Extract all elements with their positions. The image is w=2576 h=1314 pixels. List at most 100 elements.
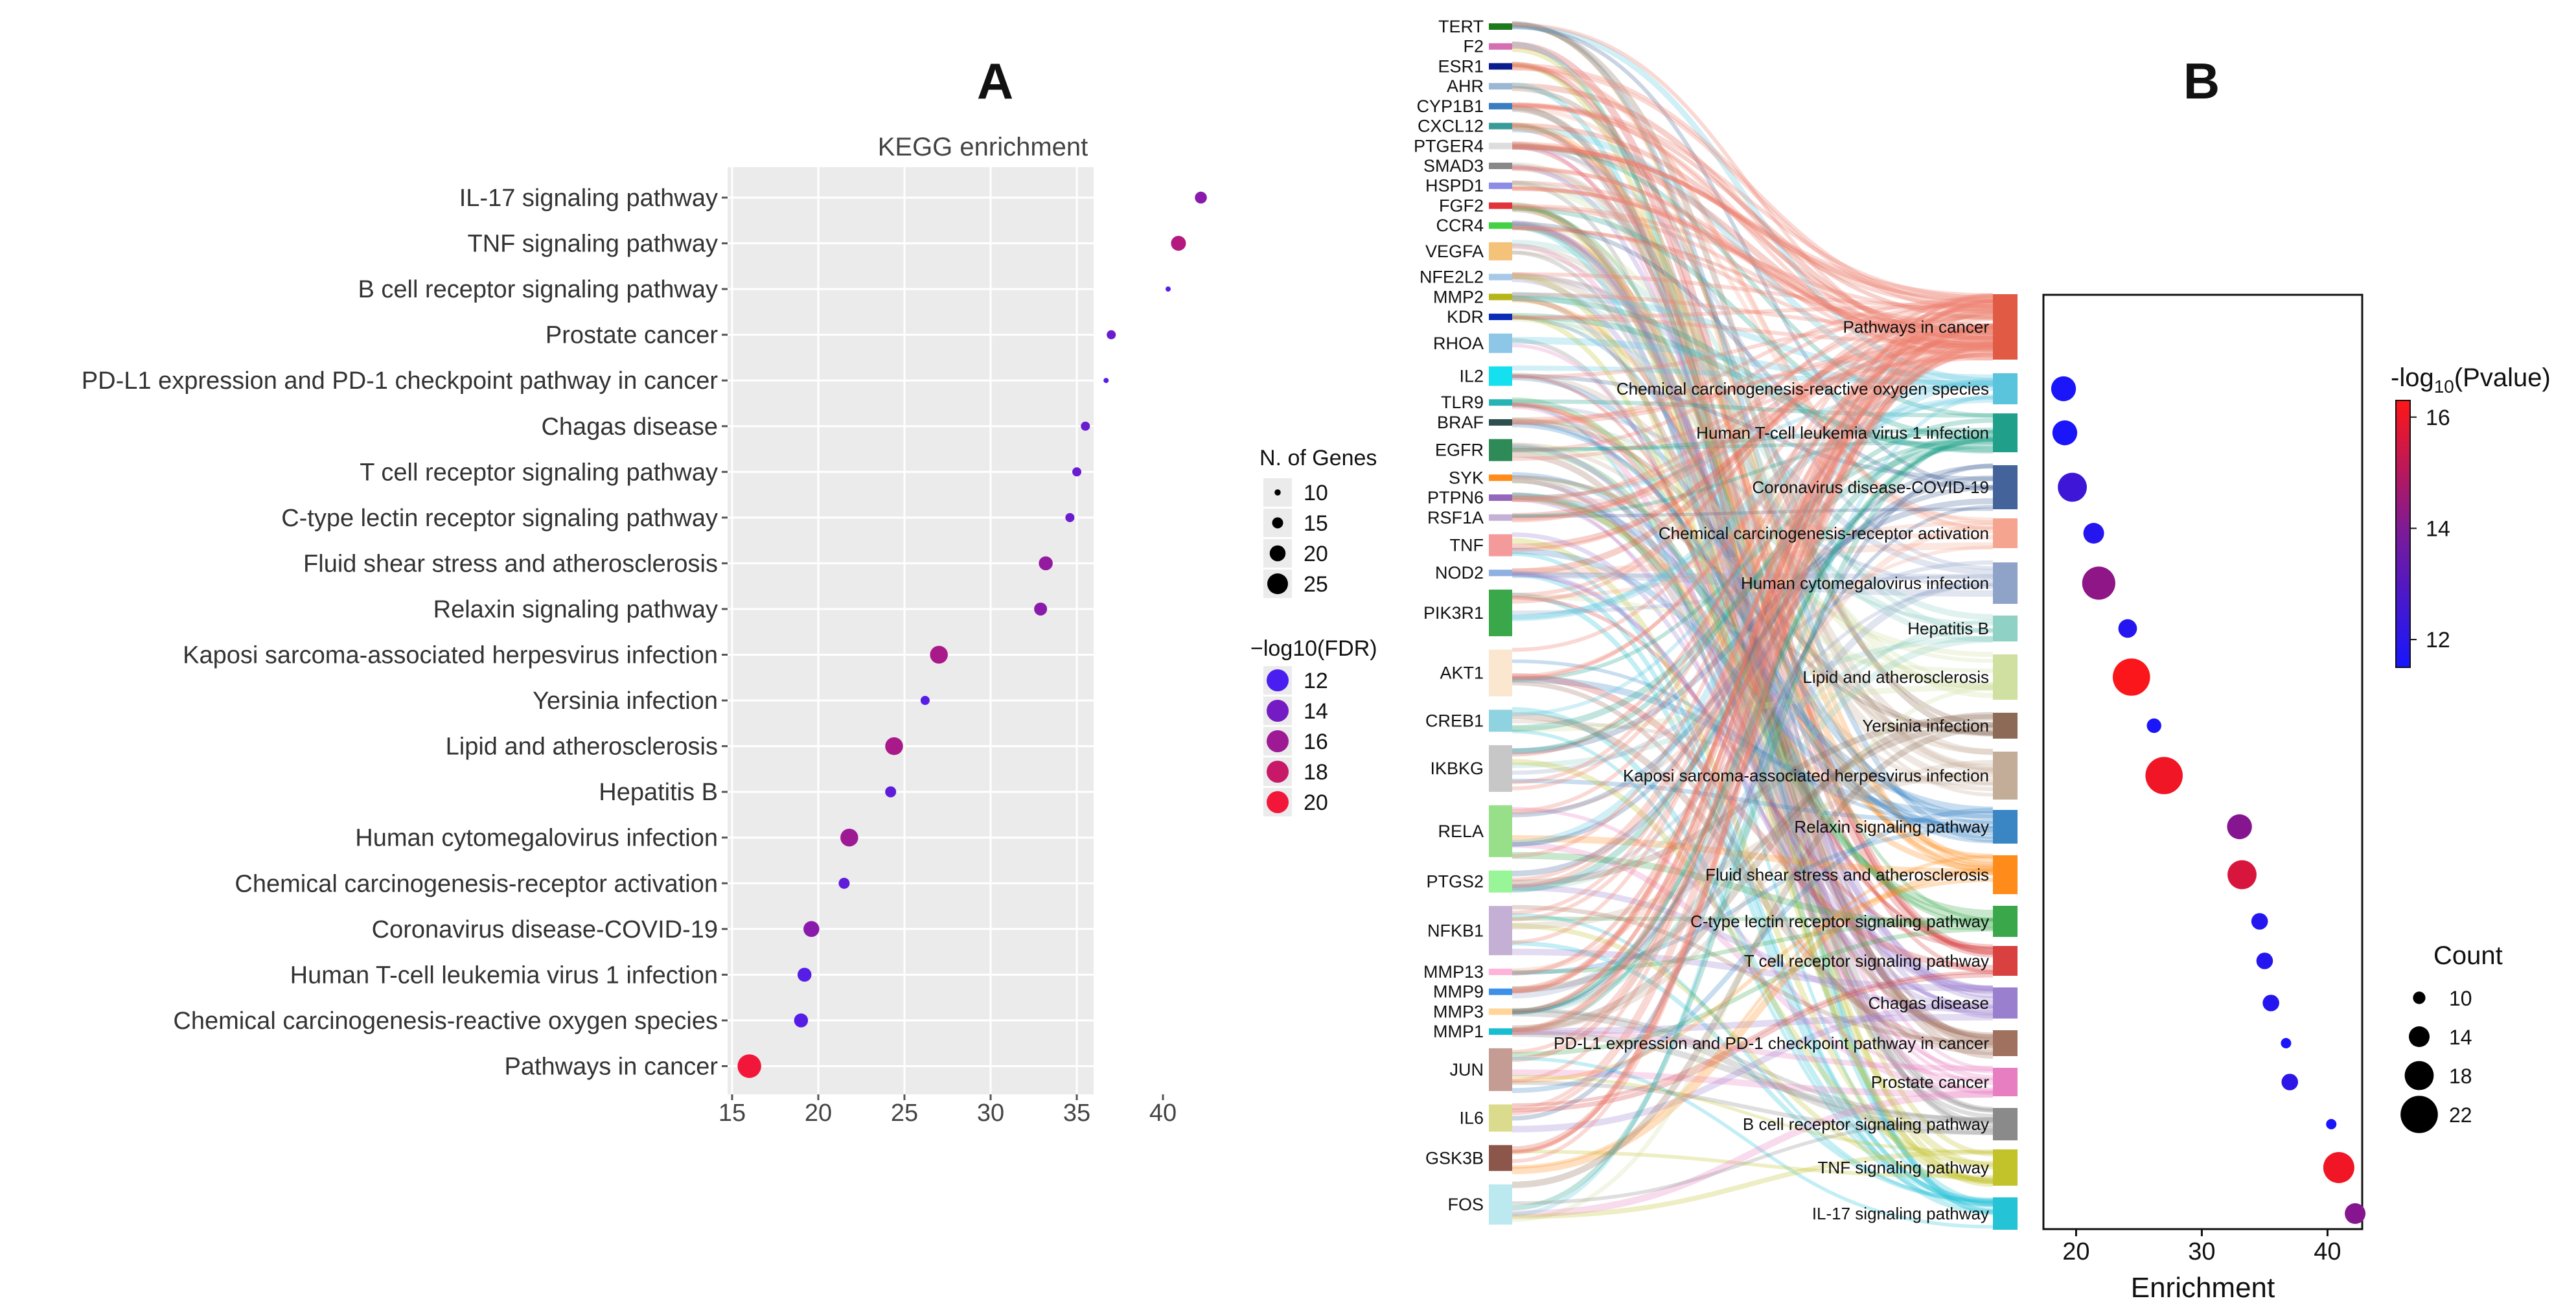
- panel-a-point: [1065, 513, 1075, 522]
- gene-node: [1489, 906, 1512, 956]
- sankey-link: [1512, 165, 1994, 358]
- gene-label: MMP3: [1433, 1002, 1484, 1021]
- panel-a-ytick-label: B cell receptor signaling pathway: [358, 276, 718, 303]
- pathway-node: [1993, 810, 2018, 844]
- gene-node: [1489, 805, 1512, 857]
- pathway-label: Prostate cancer: [1871, 1072, 1989, 1092]
- panel-a-point: [1039, 556, 1053, 571]
- sankey-link: [1512, 1074, 1994, 1154]
- sankey-link: [1512, 143, 1994, 418]
- sankey-link: [1512, 164, 1994, 772]
- panel-a-color-legend-dot: [1267, 700, 1289, 722]
- pathway-node: [1993, 752, 2018, 800]
- gene-node: [1489, 122, 1512, 130]
- sankey-link: [1512, 659, 1994, 828]
- panel-a-size-legend-label: 15: [1304, 511, 1328, 536]
- sankey-link: [1512, 402, 1994, 949]
- sankey-link: [1512, 273, 1994, 1187]
- sankey-link: [1512, 417, 1994, 663]
- sankey-link: [1512, 548, 1994, 833]
- sankey-link: [1512, 333, 1994, 1035]
- panel-b-point: [2256, 952, 2273, 969]
- panel-b-point: [2281, 1038, 2292, 1048]
- gene-node: [1489, 202, 1512, 209]
- sankey-link: [1512, 323, 1994, 1032]
- sankey-link: [1512, 436, 1994, 1015]
- sankey-link: [1512, 104, 1994, 347]
- gene-node: [1489, 988, 1512, 995]
- panel-b-letter: B: [2183, 52, 2220, 110]
- gene-node: [1489, 43, 1512, 50]
- sankey-link: [1512, 635, 1994, 1015]
- pathway-node: [1993, 855, 2018, 894]
- panel-b-size-legend-label: 22: [2449, 1103, 2472, 1127]
- sankey-link: [1512, 346, 1994, 888]
- panel-b-size-legend-dot: [2409, 1026, 2430, 1047]
- sankey-link: [1512, 305, 1994, 319]
- panel-a-ytick-label: Lipid and atherosclerosis: [446, 733, 718, 761]
- sankey-link: [1512, 183, 1994, 698]
- gene-label: VEGFA: [1425, 242, 1484, 261]
- panel-a-color-legend-label: 12: [1304, 669, 1328, 693]
- sankey-link: [1512, 505, 1994, 1015]
- gene-node: [1489, 709, 1512, 732]
- sankey-link: [1512, 395, 1994, 621]
- gene-label: RELA: [1438, 822, 1484, 841]
- panel-b-plot-frame: [2042, 294, 2363, 1230]
- sankey-link: [1512, 492, 1994, 814]
- panel-a-grid: [728, 167, 1164, 1094]
- sankey-link: [1512, 341, 1994, 1153]
- panel-a-title: KEGG enrichment: [878, 133, 1088, 161]
- panel-a-ytick-label: Coronavirus disease-COVID-19: [372, 916, 718, 943]
- sankey-link: [1512, 338, 1994, 1118]
- panel-b-xtick-label: 30: [2188, 1238, 2215, 1265]
- sankey-link: [1512, 187, 1994, 335]
- sankey-link: [1512, 949, 1994, 992]
- pathway-node: [1993, 562, 2018, 604]
- sankey-link: [1512, 311, 1994, 1111]
- sankey-link: [1512, 684, 1994, 732]
- panel-a-color-legend-label: 16: [1304, 730, 1328, 754]
- sankey-link: [1512, 719, 1994, 786]
- gene-node: [1489, 1184, 1512, 1225]
- gene-label: MMP13: [1423, 962, 1484, 982]
- gene-label: SYK: [1449, 468, 1484, 487]
- sankey-link: [1512, 419, 1994, 737]
- sankey-link: [1512, 82, 1994, 342]
- sankey-link: [1512, 122, 1994, 336]
- sankey-link: [1512, 203, 1994, 314]
- gene-label: PIK3R1: [1423, 603, 1484, 623]
- sankey-link: [1512, 122, 1994, 1111]
- sankey-link: [1512, 399, 1994, 418]
- sankey-link: [1512, 443, 1994, 991]
- sankey-link: [1512, 313, 1994, 453]
- gene-label: NOD2: [1435, 563, 1484, 582]
- pathway-label: Chagas disease: [1869, 993, 1989, 1013]
- sankey-link: [1512, 342, 1994, 521]
- panel-b-point: [2345, 1203, 2366, 1224]
- panel-b-point: [2113, 658, 2150, 696]
- pathway-node: [1993, 946, 2018, 976]
- sankey-link: [1512, 301, 1994, 1083]
- gene-node: [1489, 102, 1512, 110]
- sankey-link: [1512, 476, 1994, 994]
- panel-a-ytick-label: Fluid shear stress and atherosclerosis: [303, 550, 718, 577]
- pathway-label: TNF signaling pathway: [1818, 1158, 1989, 1177]
- sankey-link: [1512, 220, 1994, 1002]
- pathway-node: [1993, 465, 2018, 509]
- pathway-node: [1993, 654, 2018, 700]
- panel-a-xtick-label: 35: [1063, 1100, 1090, 1127]
- sankey-link: [1512, 496, 1994, 540]
- sankey-link: [1512, 437, 1994, 682]
- sankey-link: [1512, 422, 1994, 835]
- gene-label: CXCL12: [1418, 117, 1484, 136]
- sankey-link: [1512, 378, 1994, 847]
- gene-node: [1489, 294, 1512, 301]
- panel-b-colorbar-label: 16: [2426, 406, 2450, 430]
- sankey-link: [1512, 724, 1994, 1188]
- panel-a-ytick-label: Kaposi sarcoma-associated herpesvirus in…: [183, 642, 718, 669]
- sankey-link: [1512, 317, 1994, 915]
- panel-a-size-legend-dot: [1274, 489, 1281, 496]
- sankey-link: [1512, 507, 1994, 518]
- gene-label: GSK3B: [1425, 1148, 1484, 1168]
